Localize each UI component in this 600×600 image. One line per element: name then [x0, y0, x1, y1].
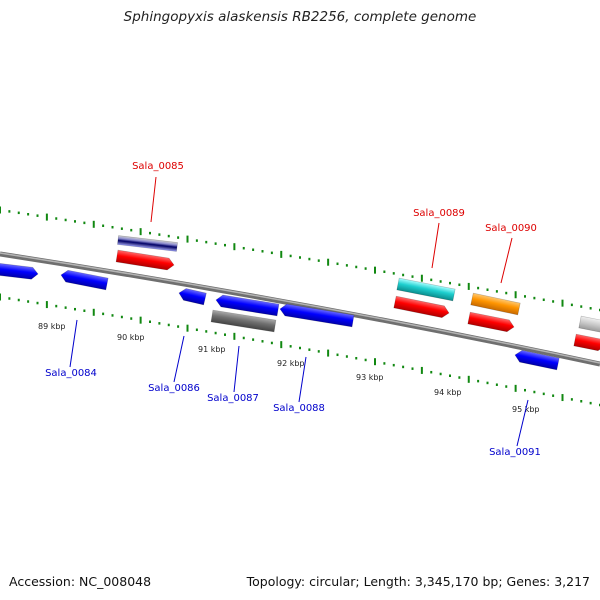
gene-sala-0087-shape [215, 294, 280, 317]
gene-sala-0087-feature-band-shape [210, 309, 277, 333]
kbp-label: 93 kbp [356, 373, 384, 382]
kbp-label: 92 kbp [277, 359, 305, 368]
gene-sala-0084-shape [60, 269, 109, 291]
gene-partial-forward [573, 333, 600, 352]
gene-sala-0086-shape [178, 288, 207, 306]
genome-backbone-highlight [0, 252, 600, 364]
gene-sala-0085-feature-band-shape [117, 235, 178, 252]
gene-sala-0083 [0, 262, 39, 280]
gene-sala-0091 [514, 350, 560, 371]
gene-leader-line [431, 222, 440, 269]
gene-leader-line [150, 176, 157, 223]
gene-leader-line [298, 356, 307, 403]
gene-sala-0083-shape [0, 262, 39, 280]
genome-summary-text: Topology: circular; Length: 3,345,170 bp… [246, 574, 590, 589]
gene-name-label: Sala_0087 [207, 393, 259, 404]
gene-leader-line [500, 237, 513, 284]
gene-leader-line [69, 319, 78, 368]
gene-name-label: Sala_0086 [148, 383, 200, 394]
gene-leader-line [173, 335, 185, 383]
gene-sala-0085-feature-band [117, 235, 178, 252]
kbp-label: 90 kbp [117, 333, 145, 342]
gene-sala-0090 [467, 311, 515, 333]
gene-sala-0086 [178, 288, 207, 306]
gene-sala-0087-feature-band [210, 309, 277, 333]
accession-text: Accession: NC_008048 [9, 574, 152, 589]
gene-name-label: Sala_0085 [132, 161, 184, 172]
kbp-label: 94 kbp [434, 388, 462, 397]
gene-leader-line [233, 345, 240, 393]
gene-sala-0089 [393, 295, 450, 319]
gene-partial-forward-shape [573, 333, 600, 352]
kbp-label: 91 kbp [198, 345, 226, 354]
gene-partial-feature-band-shape [578, 315, 600, 334]
gene-sala-0091-shape [514, 350, 560, 371]
gene-leader-line [516, 399, 529, 447]
gene-sala-0090-feature-band-shape [470, 292, 521, 316]
gene-sala-0085-shape [115, 249, 175, 271]
gene-name-label: Sala_0088 [273, 403, 325, 414]
gene-partial-feature-band [578, 315, 600, 334]
genome-backbone [0, 251, 600, 367]
map-title: Sphingopyxis alaskensis RB2256, complete… [123, 9, 477, 25]
gene-sala-0087 [215, 294, 280, 317]
gene-sala-0088-shape [279, 303, 355, 328]
gene-sala-0085 [115, 249, 175, 271]
gene-sala-0089-feature-band [396, 277, 456, 302]
gene-name-label: Sala_0090 [485, 223, 537, 234]
gene-name-label: Sala_0091 [489, 447, 541, 458]
gene-sala-0090-feature-band [470, 292, 521, 316]
gene-sala-0089-shape [393, 295, 450, 319]
gene-name-label: Sala_0089 [413, 208, 465, 219]
gene-sala-0084 [60, 269, 109, 291]
gene-sala-0089-feature-band-shape [396, 277, 456, 302]
gene-name-label: Sala_0084 [45, 368, 97, 379]
gene-sala-0088 [279, 303, 355, 328]
gene-sala-0090-shape [467, 311, 515, 333]
kbp-label: 89 kbp [38, 322, 66, 331]
